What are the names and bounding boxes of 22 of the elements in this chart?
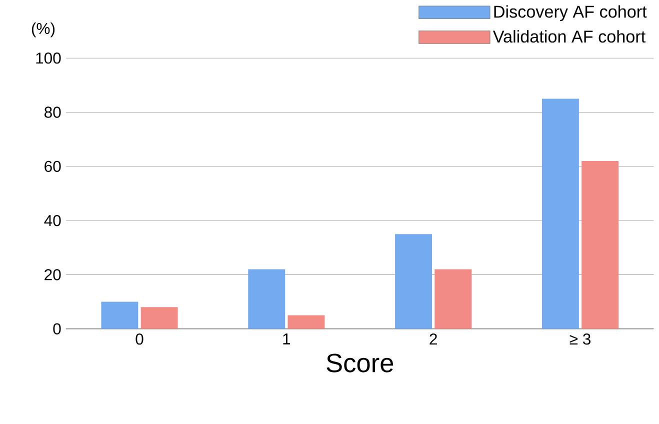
y-tick-label: 20 <box>44 269 61 280</box>
x-tick-label: 2 <box>430 334 437 345</box>
bar <box>542 98 579 329</box>
y-tick-label: 40 <box>44 214 61 226</box>
x-tick-label: ≥ 3 <box>570 334 590 345</box>
bar <box>248 269 286 329</box>
y-tick-label: 100 <box>36 52 61 64</box>
legend-label: Validation AF cohort <box>492 30 646 43</box>
y-tick-label: 80 <box>44 106 61 118</box>
x-tick-label: 1 <box>283 334 290 344</box>
bar <box>582 161 619 329</box>
y-tick-label: 0 <box>53 323 61 334</box>
x-axis-title: Score <box>326 354 394 372</box>
bar <box>101 302 138 329</box>
y-axis-title: (%) <box>32 22 55 38</box>
bar <box>395 234 432 329</box>
bar <box>434 269 472 329</box>
x-tick-label: 0 <box>136 334 144 345</box>
bar <box>288 315 325 329</box>
y-tick-label: 60 <box>44 160 61 172</box>
legend-label: Discovery AF cohort <box>494 5 647 22</box>
bar <box>140 307 178 329</box>
